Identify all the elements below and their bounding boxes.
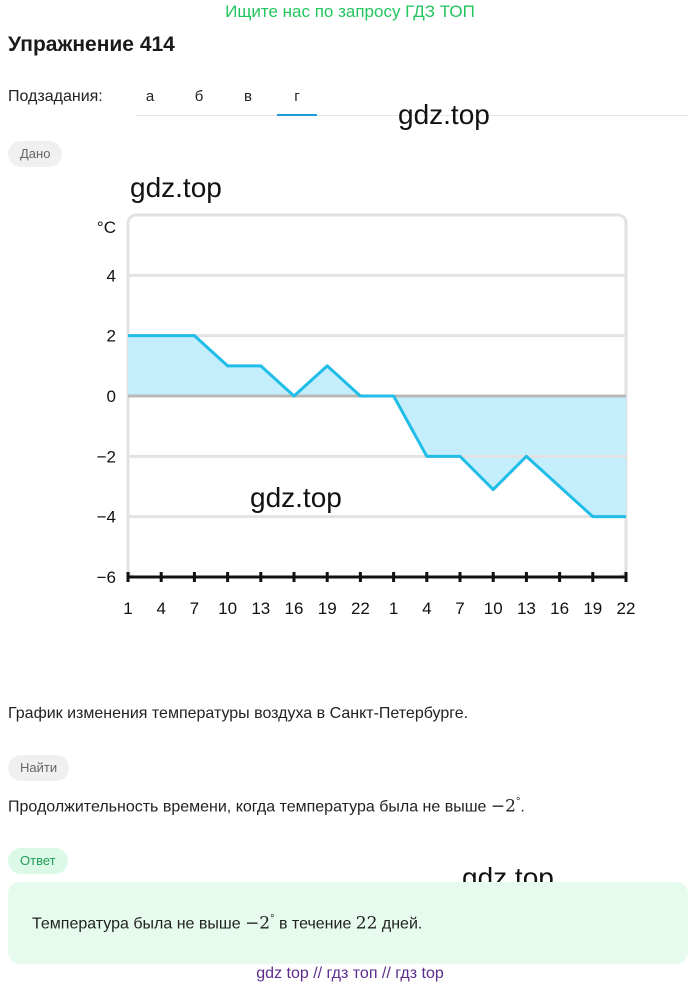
find-text: Продолжительность времени, когда темпера… xyxy=(8,796,525,816)
y-tick-label: −2 xyxy=(97,447,116,466)
search-banner: Ищите нас по запросу ГДЗ ТОП xyxy=(225,2,475,21)
x-tick-label: 4 xyxy=(156,599,165,618)
x-tick-label: 10 xyxy=(218,599,237,618)
answer-badge: Ответ xyxy=(8,848,68,874)
y-tick-label: −4 xyxy=(97,508,116,527)
tab-a[interactable]: а xyxy=(145,88,155,105)
find-badge: Найти xyxy=(8,755,70,781)
watermark: gdz.top xyxy=(130,172,222,203)
x-tick-label: 13 xyxy=(251,599,270,618)
x-tick-label: 16 xyxy=(550,599,569,618)
y-tick-label: 0 xyxy=(107,387,116,406)
area-fill xyxy=(128,335,626,517)
y-tick-label: 2 xyxy=(107,327,116,346)
answer-value: −2 xyxy=(245,913,271,934)
page-title: Упражнение 414 xyxy=(8,33,175,56)
x-tick-label: 13 xyxy=(517,599,536,618)
x-tick-label: 19 xyxy=(583,599,602,618)
find-value: −2 xyxy=(490,796,516,817)
tab-b[interactable]: б xyxy=(194,88,204,105)
y-axis-label: °C xyxy=(97,218,116,237)
answer-days: 22 xyxy=(355,913,378,934)
temperature-chart: 4 2 0 −2 −4 −6 °C 1 4 7 10 13 16 19 22 1 4 7 10 13 16 19 22 xyxy=(97,213,636,618)
subtasks-label: Подзадания: xyxy=(8,88,103,105)
subtasks-divider xyxy=(136,115,688,116)
degree-sign: ° xyxy=(515,796,521,808)
chart-caption: График изменения температуры воздуха в С… xyxy=(8,705,469,722)
watermark: gdz.top xyxy=(250,482,342,513)
x-tick-label: 7 xyxy=(455,599,464,618)
x-tick-label: 7 xyxy=(190,599,199,618)
find-text-prefix: Продолжительность времени, когда темпера… xyxy=(8,798,491,816)
answer-prefix: Температура была не выше xyxy=(32,915,246,933)
x-tick-label: 22 xyxy=(617,599,636,618)
x-tick-label: 19 xyxy=(318,599,337,618)
x-tick-label: 1 xyxy=(123,599,132,618)
x-tick-label: 16 xyxy=(285,599,304,618)
y-tick-label: 4 xyxy=(107,266,116,285)
x-tick-label: 22 xyxy=(351,599,370,618)
subtasks-bar: Подзадания: а б в г xyxy=(8,86,688,118)
x-tick-label: 10 xyxy=(484,599,503,618)
tab-v[interactable]: в xyxy=(244,88,252,105)
footer-links: gdz top // гдз топ // гдз top xyxy=(256,965,444,982)
tab-g[interactable]: г xyxy=(277,88,317,116)
temperature-line xyxy=(128,334,626,519)
y-tick-label: −6 xyxy=(97,568,116,587)
watermark: gdz.top xyxy=(398,99,490,130)
answer-box: Температура была не выше −2° в течение 2… xyxy=(8,882,688,964)
x-tick-label: 1 xyxy=(389,599,398,618)
answer-mid: в течение xyxy=(274,915,356,933)
x-tick-label: 4 xyxy=(422,599,431,618)
degree-sign: ° xyxy=(270,913,275,925)
answer-suffix: дней. xyxy=(377,915,423,933)
answer-text: Температура была не выше −2° в течение 2… xyxy=(32,913,422,933)
given-badge: Дано xyxy=(8,141,63,167)
find-text-suffix: . xyxy=(520,798,525,816)
